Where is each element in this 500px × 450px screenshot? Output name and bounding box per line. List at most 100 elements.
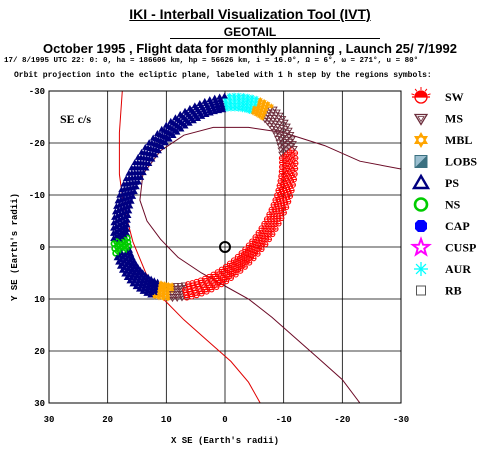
marker-sw: [232, 271, 239, 278]
marker-ms: [272, 132, 279, 138]
marker-ps: [138, 148, 145, 155]
projection-note: Orbit projection into the ecliptic plane…: [14, 71, 432, 80]
marker-sw: [198, 290, 205, 297]
marker-ms: [291, 145, 298, 152]
marker-aur: [236, 92, 242, 98]
marker-ps: [167, 117, 175, 124]
marker-aur: [245, 93, 251, 99]
marker-ps: [125, 169, 133, 176]
marker-sw: [290, 182, 296, 188]
earth-symbol: [219, 241, 231, 253]
y-tick-label: -20: [29, 139, 45, 149]
marker-sw: [278, 215, 285, 222]
marker-mbl: [251, 106, 257, 113]
legend-label: AUR: [445, 262, 471, 276]
marker-ps: [162, 121, 170, 128]
marker-ms: [288, 143, 295, 149]
star-icon: [410, 236, 432, 257]
marker-mbl: [160, 295, 166, 302]
marker-ps: [196, 99, 204, 106]
tick-labels: 30 20 10 0 -10 -20 -30 -30 -20 -10 0 10 20 30: [29, 87, 409, 425]
legend-item-ns: NS: [413, 197, 461, 212]
marker-aur: [226, 92, 232, 99]
marker-ms: [178, 296, 186, 302]
marker-ms: [272, 120, 279, 127]
x-tick-label: 0: [222, 415, 227, 425]
orbit-layer: [109, 92, 299, 303]
legend-label: CAP: [445, 219, 470, 233]
marker-sw: [281, 209, 287, 216]
marker-ms: [282, 126, 289, 132]
legend-label: SW: [445, 90, 464, 104]
marker-ps: [131, 159, 139, 166]
marker-ms: [270, 129, 278, 135]
plan-line: October 1995 , Flight data for monthly p…: [43, 41, 457, 56]
marker-sw: [223, 278, 230, 285]
y-tick-label: -10: [29, 191, 45, 201]
marker-sw: [269, 231, 276, 238]
marker-ms: [274, 109, 281, 115]
marker-ms: [177, 290, 185, 297]
marker-ms: [271, 106, 278, 112]
marker-ps: [191, 102, 199, 109]
marker-mbl: [264, 103, 270, 110]
marker-ps: [136, 285, 143, 292]
marker-ps: [118, 266, 126, 273]
marker-sw: [275, 220, 282, 227]
marker-mbl: [251, 103, 258, 110]
marker-sw: [291, 176, 297, 183]
marker-ps: [145, 139, 153, 146]
marker-ps: [128, 164, 136, 171]
marker-ps: [111, 208, 119, 215]
marker-ps: [211, 94, 219, 101]
marker-ms: [264, 112, 271, 118]
legend-item-ps: PS: [411, 173, 459, 190]
marker-mbl: [152, 293, 158, 300]
marker-aur: [253, 95, 259, 101]
orbit-params: 17/ 8/1995 UTC 22: 0: 0, ha = 186606 km,…: [4, 57, 419, 65]
marker-sw: [287, 193, 294, 199]
legend-label: LOBS: [445, 155, 477, 169]
marker-ps: [216, 93, 224, 100]
y-tick-label: 0: [40, 243, 45, 253]
marker-ps: [113, 254, 121, 261]
marker-ms: [169, 294, 176, 300]
marker-ms: [264, 120, 271, 126]
marker-ns: [112, 249, 120, 257]
legend-label: MBL: [445, 133, 472, 147]
x-tick-label: 30: [44, 415, 55, 425]
marker-sw: [262, 241, 269, 248]
legend-item-ms: MS: [413, 112, 463, 126]
marker-ms: [172, 283, 180, 289]
marker-ms: [279, 116, 287, 122]
marker-ps: [158, 125, 166, 132]
marker-ps: [176, 110, 184, 117]
marker-ms: [268, 120, 275, 126]
marker-ms: [277, 112, 284, 119]
marker-ps: [116, 191, 123, 198]
legend-item-sw: SW: [411, 87, 464, 104]
marker-ms: [286, 127, 293, 134]
marker-ps: [221, 92, 228, 99]
earth-marker: [219, 241, 231, 253]
magnetopause-curve: [139, 126, 401, 403]
orbit-pass: [120, 103, 288, 292]
y-axis-label: Y SE (Earth's radii): [10, 193, 20, 301]
marker-mbl: [265, 100, 271, 107]
legend-item-aur: AUR: [414, 262, 471, 276]
plot-frame: [48, 90, 402, 404]
marker-ps: [154, 130, 161, 137]
legend-label: CUSP: [445, 241, 476, 255]
marker-ms: [275, 115, 283, 121]
legend-item-mbl: MBL: [414, 132, 472, 148]
tool-title: IKI - Interball Visualization Tool (IVT): [129, 6, 371, 22]
legend-item-lobs: LOBS: [414, 155, 477, 169]
orbit-pass: [109, 92, 299, 303]
marker-ms: [274, 118, 281, 124]
legend-label: MS: [445, 112, 463, 126]
marker-ms: [285, 145, 293, 151]
marker-ps: [181, 107, 189, 114]
marker-mbl: [256, 99, 263, 106]
y-tick-label: 10: [34, 295, 45, 305]
marker-ms: [173, 296, 181, 302]
